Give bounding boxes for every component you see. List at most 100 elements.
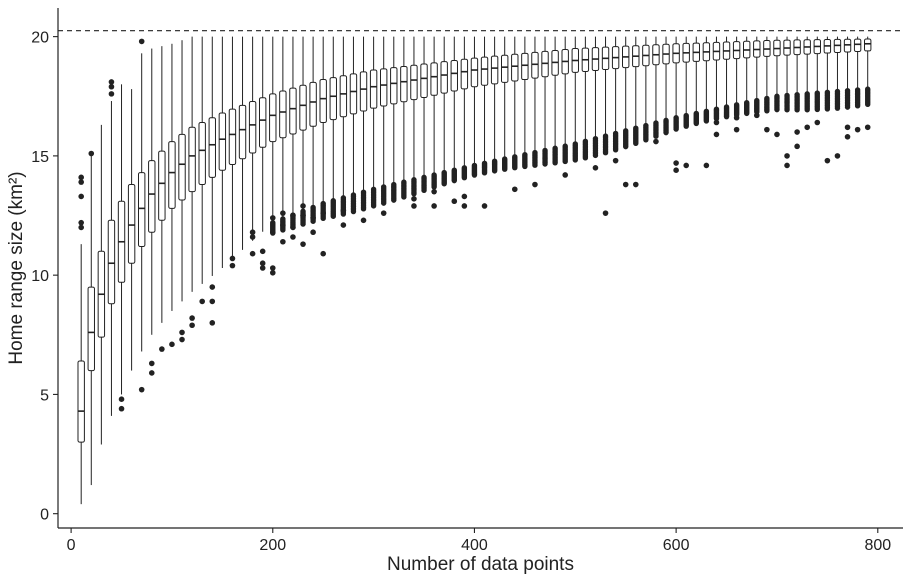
outlier-point [108, 91, 115, 97]
boxplot-group [309, 36, 317, 236]
box [430, 62, 438, 96]
outlier-point [744, 110, 750, 117]
boxplot-group [410, 36, 418, 209]
outlier-point [451, 198, 458, 205]
boxplot-group [450, 36, 458, 205]
boxplot-group [763, 36, 771, 133]
outlier-point [733, 114, 740, 121]
boxplot-group [188, 36, 196, 329]
outlier-point [753, 112, 760, 119]
boxplot-group [843, 36, 852, 140]
outlier-point [653, 138, 659, 145]
boxplot-group [561, 36, 569, 178]
box [369, 69, 378, 109]
boxplot-group [117, 84, 126, 412]
boxplot-group [238, 36, 247, 250]
outlier-point [764, 126, 770, 133]
plot-area [77, 36, 872, 505]
outlier-point [350, 208, 357, 215]
boxplot-group [803, 36, 811, 131]
outlier-point [78, 179, 84, 185]
outlier-point [653, 133, 659, 139]
outlier-point [310, 229, 316, 236]
outlier-point [401, 194, 407, 200]
boxplot-group [773, 36, 781, 138]
outlier-point [229, 262, 236, 269]
boxplot-group [672, 36, 680, 174]
boxplot-group [470, 36, 479, 178]
boxplot-group [823, 36, 832, 164]
boxplot-group [168, 43, 176, 348]
outlier-point [774, 106, 780, 113]
outlier-point [582, 155, 589, 161]
box [864, 38, 872, 52]
outlier-point [713, 131, 720, 138]
outlier-point [138, 38, 145, 45]
box [329, 77, 337, 121]
outlier-point [360, 217, 367, 224]
outlier-point [481, 203, 488, 209]
box [309, 81, 317, 127]
outlier-point [673, 167, 679, 174]
boxplot-group [793, 36, 801, 150]
boxplot-group [611, 36, 620, 164]
outlier-point [209, 320, 216, 326]
outlier-point [269, 269, 276, 276]
boxplot-group [77, 174, 85, 505]
outlier-point [320, 250, 326, 257]
outlier-point [199, 298, 205, 305]
outlier-point [572, 157, 578, 163]
boxplot-group [107, 79, 116, 416]
outlier-point [290, 234, 296, 240]
outlier-point [622, 181, 629, 188]
boxplot-group [783, 36, 791, 169]
outlier-point [602, 210, 609, 216]
y-tick-label: 15 [31, 149, 49, 166]
boxplot-group [400, 36, 408, 200]
outlier-point [511, 186, 518, 193]
boxplot-group [460, 36, 469, 209]
outlier-point [300, 221, 306, 227]
x-tick-label: 0 [67, 537, 76, 554]
y-tick-label: 10 [31, 268, 49, 285]
outlier-point [300, 241, 306, 247]
boxplot-group [258, 36, 267, 271]
box [208, 117, 216, 178]
outlier-point [209, 298, 216, 305]
outlier-point [502, 166, 508, 172]
outlier-point [602, 150, 609, 156]
boxplot-group [97, 124, 106, 445]
boxplot-group [148, 48, 156, 376]
outlier-point [78, 174, 84, 181]
outlier-point [370, 203, 377, 209]
outlier-point [249, 250, 256, 257]
boxplot-group [652, 36, 660, 145]
outlier-point [431, 184, 437, 190]
outlier-point [78, 224, 84, 231]
box [410, 64, 418, 101]
outlier-point [461, 175, 468, 181]
box [248, 101, 257, 154]
x-tick-label: 200 [259, 537, 286, 554]
boxplot-group [430, 36, 438, 209]
outlier-point [78, 219, 84, 226]
box [289, 87, 297, 135]
boxplot-group [551, 36, 559, 166]
x-tick-label: 600 [663, 537, 690, 554]
outlier-point [764, 108, 770, 114]
boxplot-group [218, 36, 227, 268]
outlier-point [552, 160, 558, 166]
outlier-point [864, 124, 871, 131]
outlier-point [360, 206, 367, 212]
boxplot-group [591, 36, 600, 171]
boxplot-group [511, 36, 519, 193]
box [349, 73, 358, 115]
y-axis-ticks: 0 5 10 15 20 [31, 30, 58, 524]
boxplot-group [299, 36, 307, 247]
outlier-point [209, 284, 216, 290]
box [168, 141, 176, 209]
outlier-point [623, 143, 629, 150]
boxplot-group [329, 36, 337, 219]
outlier-point [522, 163, 528, 170]
